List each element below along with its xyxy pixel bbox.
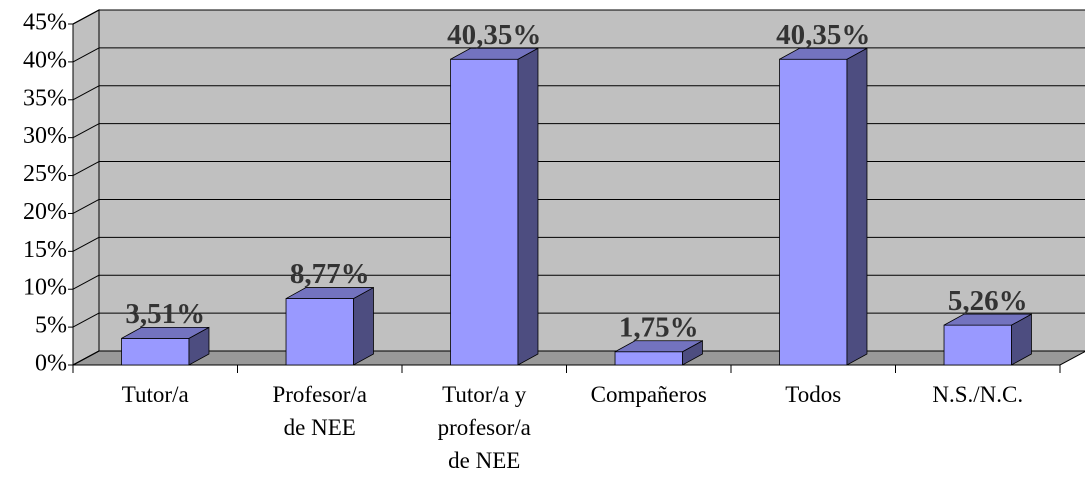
- bar-top: [614, 340, 703, 353]
- bar-side: [517, 47, 539, 366]
- x-tick-label: N.S./N.C.: [932, 382, 1024, 407]
- y-tick-label: 15%: [23, 237, 67, 263]
- grid-line: [72, 9, 100, 25]
- grid-line: [72, 199, 100, 214]
- back-wall: [98, 9, 1085, 352]
- bar: [779, 58, 848, 366]
- data-label: 5,26%: [948, 285, 1028, 317]
- grid-line: [72, 161, 100, 176]
- x-tick-label: Compañeros: [590, 382, 707, 407]
- y-tick-label: 10%: [23, 275, 67, 301]
- bar: [285, 298, 354, 366]
- grid-line: [72, 123, 100, 139]
- bar-side: [353, 286, 374, 366]
- bar-top: [121, 327, 210, 339]
- y-tick-label: 20%: [23, 199, 67, 225]
- x-tick-label: Tutor/a: [121, 382, 189, 407]
- bar-top: [779, 47, 868, 60]
- data-label: 1,75%: [619, 311, 699, 343]
- x-tick-label: Tutor/a y profesor/a de NEE: [437, 382, 531, 473]
- x-tick-label: Profesor/a de NEE: [272, 382, 368, 440]
- y-tick-label: 25%: [23, 161, 67, 187]
- bar-top: [285, 287, 374, 299]
- grid-line: [72, 85, 100, 101]
- y-tick-label: 0%: [35, 351, 67, 377]
- grid-line: [72, 274, 100, 290]
- data-label: 40,35%: [776, 19, 870, 51]
- grid-line: [72, 47, 100, 63]
- y-tick-label: 30%: [23, 123, 67, 149]
- grid-line: [72, 236, 100, 252]
- data-label: 40,35%: [447, 19, 541, 51]
- data-label: 8,77%: [290, 258, 370, 290]
- bar-top: [450, 47, 539, 60]
- x-tick-label: Todos: [785, 382, 842, 407]
- bar: [614, 351, 683, 366]
- grid-line: [72, 312, 100, 328]
- bar: [121, 338, 190, 366]
- y-tick-label: 5%: [35, 313, 67, 339]
- side-wall: [72, 9, 100, 366]
- bar: [450, 58, 519, 366]
- bar-top: [943, 313, 1032, 326]
- bar-side: [846, 47, 868, 366]
- y-tick-label: 40%: [23, 47, 67, 73]
- bar: [943, 324, 1012, 366]
- y-tick-label: 45%: [23, 10, 67, 36]
- grid-line: [72, 350, 100, 366]
- floor: [72, 350, 1085, 366]
- y-tick-label: 35%: [23, 85, 67, 111]
- data-label: 3,51%: [125, 298, 205, 330]
